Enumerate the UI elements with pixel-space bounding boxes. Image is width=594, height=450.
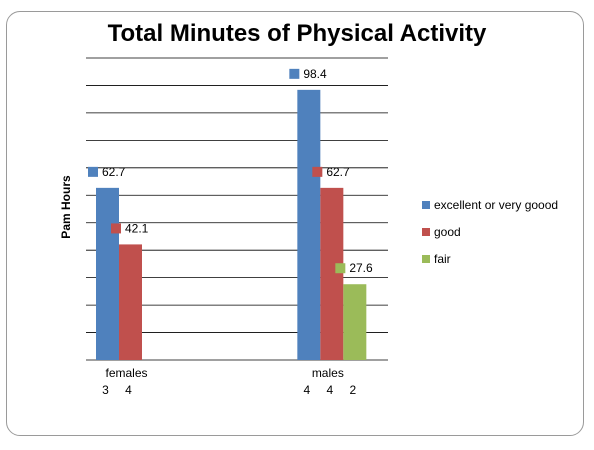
data-label: 98.4 — [303, 67, 327, 81]
legend-swatch — [422, 201, 430, 209]
data-label: 62.7 — [102, 165, 126, 179]
x-sub-label: 3 — [102, 383, 109, 397]
bar-2-3 — [320, 187, 344, 360]
data-label-marker — [111, 223, 121, 234]
data-label: 62.7 — [326, 165, 350, 179]
x-sub-label: 4 — [125, 383, 132, 397]
legend-label: excellent or very goood — [434, 198, 559, 212]
bar-1-3 — [297, 89, 321, 360]
data-label: 42.1 — [125, 221, 149, 235]
data-label-marker — [289, 68, 300, 79]
x-sub-label: 4 — [303, 383, 310, 397]
data-label: 27.6 — [349, 261, 373, 275]
chart-title: Total Minutes of Physical Activity — [107, 20, 487, 47]
legend-swatch — [422, 228, 430, 236]
data-label-marker — [335, 263, 346, 274]
x-sub-label: 2 — [349, 383, 356, 397]
x-tick-label: males — [312, 366, 344, 380]
legend-label: fair — [434, 252, 451, 266]
bar-1-1 — [96, 187, 119, 360]
bar-2-1 — [119, 244, 142, 360]
data-label-marker — [312, 166, 323, 177]
x-tick-label: females — [105, 366, 147, 380]
data-label-marker — [88, 166, 98, 177]
legend-label: good — [434, 225, 461, 239]
bar-3-3 — [343, 284, 367, 360]
legend-swatch — [422, 255, 430, 263]
x-sub-label: 4 — [326, 383, 333, 397]
